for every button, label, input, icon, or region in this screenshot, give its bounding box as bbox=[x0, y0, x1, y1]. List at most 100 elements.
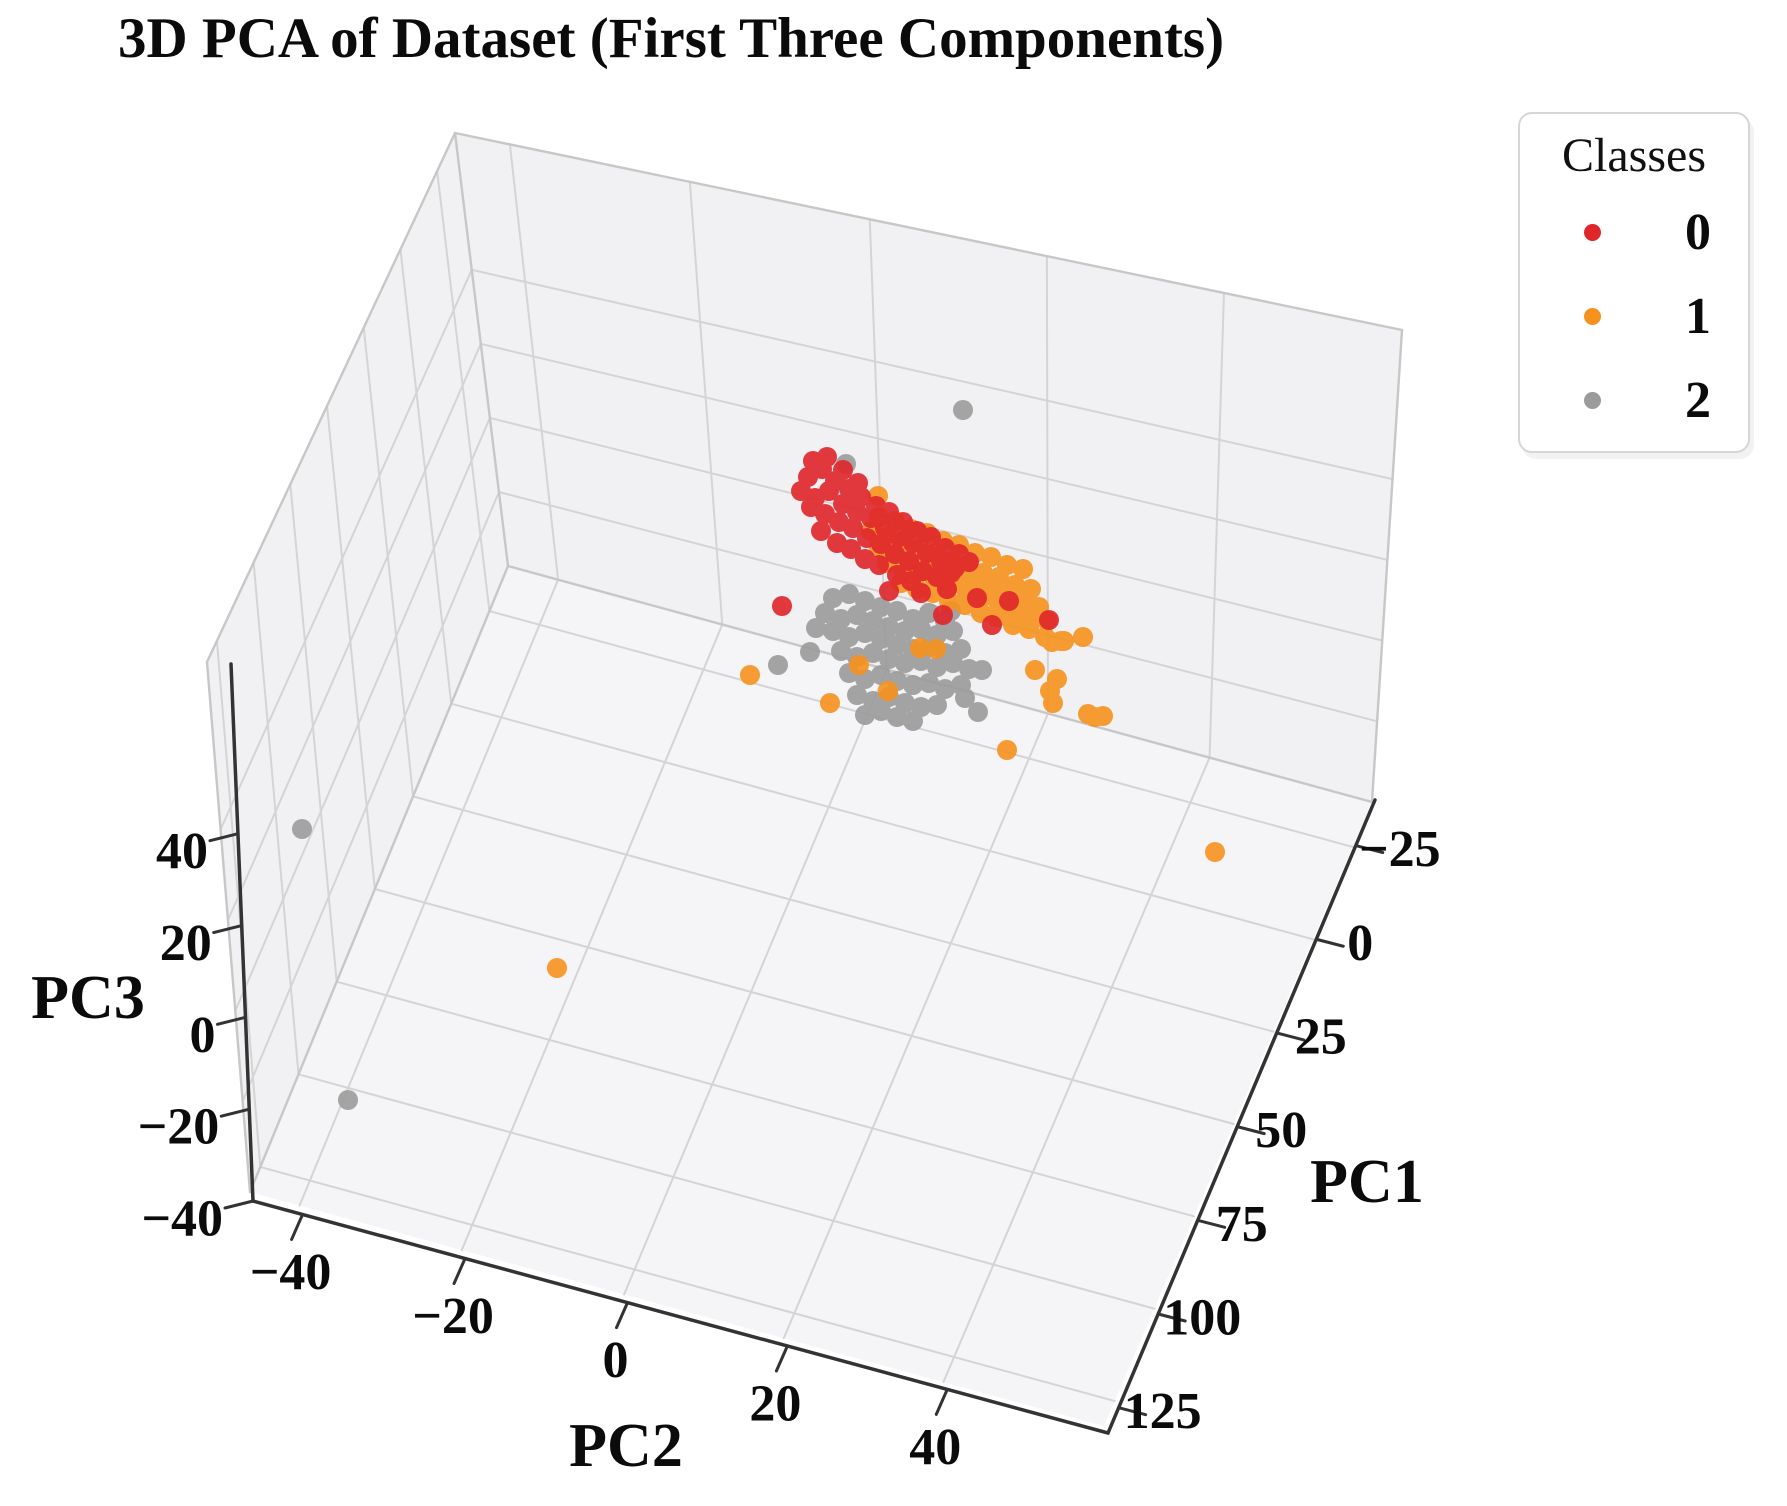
pc2-tick-mark bbox=[290, 1212, 305, 1241]
scatter-point bbox=[887, 707, 907, 727]
pc2-tick-mark bbox=[614, 1301, 629, 1330]
grid-rightwall-pc2 bbox=[508, 143, 560, 581]
scatter-point bbox=[1073, 627, 1093, 647]
pc2-tick-mark bbox=[774, 1344, 789, 1373]
legend-marker-class-0-icon bbox=[1584, 223, 1601, 241]
grid-leftwall-pc1 bbox=[289, 483, 338, 983]
pc3-spine bbox=[229, 662, 255, 1203]
scatter-point bbox=[911, 619, 931, 639]
scatter-point bbox=[869, 555, 889, 575]
pc2-axis-title: PC2 bbox=[569, 1412, 683, 1480]
scatter-point bbox=[1093, 706, 1113, 726]
scatter-point bbox=[847, 605, 867, 625]
grid-floor-pc2 bbox=[942, 756, 1211, 1384]
scatter-point bbox=[982, 615, 1002, 635]
scatter-point bbox=[887, 601, 907, 621]
legend-entry-class-2: 2 bbox=[1520, 358, 1748, 442]
pc3-tick-mark bbox=[219, 1107, 251, 1118]
pc2-tick-label: 40 bbox=[909, 1419, 961, 1476]
pane-right-wall bbox=[455, 133, 1402, 802]
pc1-tick-label: 100 bbox=[1163, 1289, 1241, 1346]
scatter-point bbox=[927, 695, 947, 715]
scatter-point bbox=[863, 643, 883, 663]
grid-leftwall-pc3 bbox=[241, 490, 500, 1103]
grid-floor-pc1 bbox=[412, 795, 1275, 1033]
grid-leftwall-pc3 bbox=[219, 268, 473, 831]
pc3-tick-label: 20 bbox=[160, 915, 212, 972]
scatter-point bbox=[823, 588, 843, 608]
pc3-tick-mark bbox=[208, 832, 240, 843]
pc1-tick-mark bbox=[1235, 1125, 1266, 1136]
scatter-point bbox=[823, 621, 843, 641]
scatter-point bbox=[861, 508, 881, 528]
pc2-tick-mark bbox=[452, 1257, 467, 1286]
pane-floor bbox=[250, 566, 1372, 1426]
scatter-point bbox=[899, 551, 919, 571]
grid-floor-pc1 bbox=[297, 1073, 1156, 1310]
scatter-point bbox=[820, 693, 840, 713]
scatter-point bbox=[831, 641, 851, 661]
scatter-point bbox=[871, 665, 891, 685]
pc3-tick-mark bbox=[215, 1015, 247, 1026]
scatter-point bbox=[972, 660, 992, 680]
pc1-spine bbox=[1106, 798, 1377, 1435]
scatter-point bbox=[999, 591, 1019, 611]
scatter-point bbox=[981, 547, 1001, 567]
legend-entry-class-0: 0 bbox=[1520, 190, 1748, 274]
pc3-tick-mark bbox=[212, 924, 244, 935]
chart-title: 3D PCA of Dataset (First Three Component… bbox=[118, 7, 1225, 70]
grid-leftwall-pc1 bbox=[252, 561, 300, 1076]
pc3-axis: −40 −20 0 20 40 PC3 bbox=[31, 662, 255, 1248]
scatter-point bbox=[547, 958, 567, 978]
grid-floor-pc1 bbox=[259, 1165, 1116, 1403]
grid-rightwall-pc3 bbox=[479, 342, 1389, 561]
scatter-point bbox=[967, 588, 987, 608]
pc1-tick-mark bbox=[1314, 937, 1345, 948]
scatter-point bbox=[895, 653, 915, 673]
pc3-tick-label: 40 bbox=[156, 823, 208, 880]
box-edges bbox=[205, 131, 1404, 1194]
pc1-axis-title: PC1 bbox=[1310, 1148, 1424, 1216]
scatter-point bbox=[903, 533, 923, 553]
scatter-point bbox=[910, 638, 930, 658]
grid-floor-pc1 bbox=[335, 980, 1196, 1218]
scatter-point bbox=[1025, 660, 1045, 680]
scatter-point bbox=[338, 1090, 358, 1110]
grid-floor-pc2 bbox=[623, 668, 888, 1296]
pc2-tick-label: −20 bbox=[412, 1288, 494, 1345]
scatter-point bbox=[847, 685, 867, 705]
scatter-point bbox=[772, 596, 792, 616]
scatter-point bbox=[879, 581, 899, 601]
grid-floor-pc1 bbox=[450, 702, 1315, 941]
scatter-point bbox=[943, 621, 963, 641]
box-edge bbox=[1370, 328, 1404, 804]
legend-label-class-1: 1 bbox=[1685, 287, 1711, 345]
scatter-point bbox=[292, 819, 312, 839]
scatter-point bbox=[911, 583, 931, 603]
grid-leftwall-pc3 bbox=[226, 342, 482, 922]
grid-rightwall-pc2 bbox=[688, 180, 724, 626]
pc2-tick-label: 0 bbox=[602, 1332, 628, 1389]
pc2-spine bbox=[251, 1199, 1110, 1435]
grid-rightwall-pc2 bbox=[1208, 291, 1225, 759]
scatter-point bbox=[919, 673, 939, 693]
scatter-point bbox=[855, 623, 875, 643]
box-edge bbox=[453, 131, 510, 568]
scatter-point bbox=[941, 563, 961, 583]
pc1-axis: −25 025 50 75 100 125 PC1 bbox=[1106, 798, 1441, 1440]
grid-floor-pc1 bbox=[373, 888, 1235, 1125]
grid-floor-pc1 bbox=[488, 610, 1354, 848]
legend-title: Classes bbox=[1562, 129, 1706, 182]
scatter-point bbox=[927, 657, 947, 677]
scatter-point bbox=[1039, 610, 1059, 630]
scatter-point bbox=[768, 655, 788, 675]
pc2-tick-label: −40 bbox=[250, 1244, 332, 1301]
grid-leftwall-pc1 bbox=[215, 639, 262, 1168]
scatter-point bbox=[953, 400, 973, 420]
grid-floor-pc2 bbox=[460, 623, 724, 1252]
legend-label-class-0: 0 bbox=[1685, 203, 1711, 261]
scatter-point bbox=[871, 534, 891, 554]
scatter-point bbox=[1054, 631, 1074, 651]
scatter-point bbox=[1013, 612, 1033, 632]
